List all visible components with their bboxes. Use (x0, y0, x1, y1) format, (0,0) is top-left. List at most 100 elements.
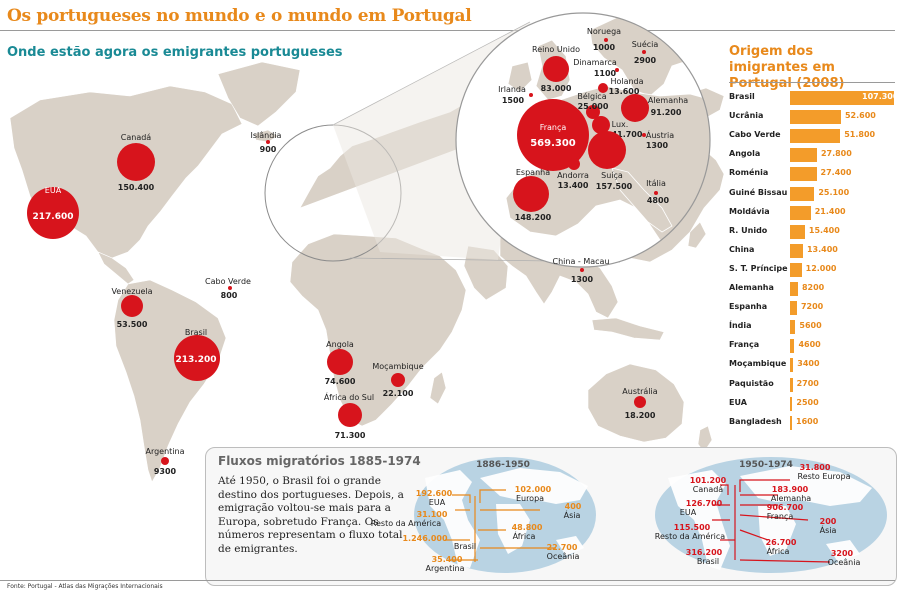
origin-country: Brasil (729, 92, 755, 101)
bubble-value: 157.500 (596, 182, 633, 191)
europe-inset-border (455, 12, 711, 268)
origin-country: China (729, 244, 755, 254)
title-divider (0, 30, 895, 31)
origin-bar (790, 129, 841, 144)
bubble-label: Angola (326, 340, 354, 349)
globe-2-eurasia (740, 466, 872, 506)
origin-bar (790, 396, 793, 411)
bubble-value: 1300 (646, 141, 669, 150)
bubble-value: 217.600 (33, 212, 74, 222)
origin-row: Ucrânia 52.600 (729, 108, 895, 127)
bubble-value: 53.500 (117, 320, 148, 329)
bubble-dinamarca: Dinamarca 1100 (573, 58, 619, 78)
bubble-value: 800 (221, 291, 238, 300)
bubble-alemanha: Alemanha 91.200 (621, 94, 688, 122)
bubble-venezuela: Venezuela 53.500 (111, 287, 152, 329)
madagascar-land (429, 371, 447, 405)
origin-row: Bangladesh 1600 (729, 414, 895, 433)
origin-bar (790, 339, 795, 354)
origin-bar (790, 301, 797, 316)
origin-value: 13.400 (806, 244, 838, 254)
bubble-value: 1500 (502, 96, 525, 105)
bubble-circle (580, 268, 584, 272)
bubble-circle (161, 457, 169, 465)
flow1-value: 102.000 (515, 485, 552, 494)
bubble-circle (228, 286, 232, 290)
origin-country: Moçambique (729, 359, 787, 369)
globe-1-australia (556, 536, 584, 556)
origin-value: 21.400 (814, 206, 846, 216)
flow2-name: Brasil (697, 557, 719, 566)
bubble-label: Bélgica (577, 91, 606, 101)
origin-bar (790, 205, 811, 220)
flow2-name: África (767, 545, 790, 556)
bubble-value: 13.400 (558, 181, 589, 190)
origin-country: S. T. Príncipe (729, 263, 788, 273)
bubble-italia: Itália 4800 (646, 179, 669, 205)
bubble-label: Canadá (121, 133, 152, 142)
bubble-circle (642, 133, 646, 137)
bubble-label: Moçambique (372, 362, 423, 371)
bubble-circle (586, 105, 600, 119)
flow1-name: EUA (429, 498, 446, 507)
flow2-value: 31.800 (800, 463, 831, 472)
bubble-label: Suécia (632, 39, 659, 49)
bubble-value: 9300 (154, 467, 177, 476)
bubble-label: Itália (646, 179, 666, 188)
bubble-noruega: Noruega 1000 (587, 27, 621, 52)
bubble-label: África do Sul (324, 391, 374, 402)
flow1-name: Brasil (454, 542, 476, 551)
flow1-name: Oceânia (547, 552, 580, 561)
origin-row: Índia 5600 (729, 318, 895, 337)
bubble-value: 150.400 (118, 183, 155, 192)
origin-value: 27.800 (820, 149, 852, 159)
bubble-label: Holanda (610, 77, 643, 86)
origin-value: 5600 (799, 321, 822, 331)
bubble-circle (543, 56, 569, 82)
indonesia-land (591, 317, 665, 341)
origin-country: Angola (729, 149, 761, 159)
bubble-label: França (540, 123, 567, 132)
bubble-circle (513, 176, 549, 212)
bubble-circle (654, 191, 658, 195)
footer-divider (0, 580, 895, 581)
flow1-value: 31.100 (417, 510, 448, 519)
bubble-canada: Canadá 150.400 (117, 133, 155, 192)
origin-divider (729, 82, 895, 83)
bubble-irlanda: Irlanda 1500 (498, 85, 533, 105)
origin-value: 1600 (796, 416, 819, 426)
globe-1-label: 1886-1950 (476, 460, 530, 470)
globe-1-arrows (445, 489, 556, 562)
bubble-circle (517, 99, 589, 171)
bubble-australia: Austrália 18.200 (622, 387, 657, 420)
bubble-label: Dinamarca (573, 58, 617, 67)
flow2-name: Canadá (693, 485, 724, 494)
origin-value: 2500 (796, 397, 819, 407)
iceland-land (253, 129, 279, 143)
bubble-label: Cabo Verde (205, 277, 251, 286)
flow2-name: EUA (680, 508, 697, 517)
bubble-holanda: Holanda 13.600 (598, 77, 644, 96)
bubble-argentina: Argentina 9300 (145, 447, 184, 476)
bubble-circle (588, 131, 626, 169)
origin-bar (790, 91, 894, 105)
bubble-value: 1100 (594, 69, 617, 78)
bubble-value: 74.600 (325, 377, 356, 386)
origin-value: 8200 (801, 283, 825, 292)
origin-bar (790, 224, 805, 239)
bubble-franca: França 569.300 (517, 99, 589, 171)
origin-bar (790, 262, 802, 277)
bubble-value: 41.700 (612, 130, 643, 139)
bubble-label: Suíça (601, 171, 623, 180)
bubble-label: Venezuela (111, 287, 152, 296)
globe-2-arrows (712, 479, 831, 563)
origin-row: Espanha 7200 (729, 299, 895, 318)
flow2-value: 200 (820, 517, 837, 526)
flow2-value: 3200 (831, 549, 854, 558)
bubble-label: Alemanha (648, 96, 688, 105)
origin-country: Ucrânia (729, 111, 764, 121)
bubble-value: 83.000 (541, 84, 572, 93)
bubble-reino-unido: Reino Unido 83.000 (532, 45, 580, 93)
bubble-value: 148.200 (515, 213, 552, 222)
